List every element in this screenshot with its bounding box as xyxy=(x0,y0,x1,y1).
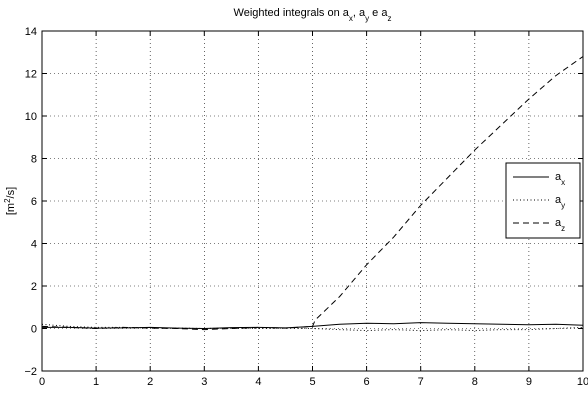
y-tick-label: 0 xyxy=(31,324,37,336)
legend-label: az xyxy=(555,217,565,233)
x-tick-label: 8 xyxy=(472,376,478,388)
x-tick-label: 0 xyxy=(39,376,45,388)
x-tick-label: 6 xyxy=(364,376,370,388)
x-tick-label: 3 xyxy=(201,376,207,388)
x-tick-label: 1 xyxy=(93,376,99,388)
series-lines xyxy=(41,56,584,332)
legend-label: ax xyxy=(555,171,565,187)
x-tick-label: 7 xyxy=(418,376,424,388)
legend-label: ay xyxy=(555,194,565,210)
series-az xyxy=(41,56,584,331)
y-tick-label: 14 xyxy=(25,26,37,38)
x-tick-label: 4 xyxy=(255,376,261,388)
x-tick-label: 5 xyxy=(309,376,315,388)
legend-box xyxy=(505,162,581,239)
legend: ax ay az xyxy=(505,162,581,239)
y-tick-label: 6 xyxy=(31,196,37,208)
x-tick-label: 9 xyxy=(526,376,532,388)
y-tick-label: 4 xyxy=(31,239,37,251)
gridlines xyxy=(42,31,583,371)
x-tick-label: 10 xyxy=(577,376,588,388)
y-tick-label: 8 xyxy=(31,154,37,166)
chart-title: Weighted integrals on ax, ay e az xyxy=(234,7,392,23)
y-axis-label: [m2/s] xyxy=(3,187,18,215)
y-tick-label: 2 xyxy=(31,281,37,293)
y-tick-label: 12 xyxy=(25,69,37,81)
y-tick-label: −2 xyxy=(24,366,37,378)
x-tick-label: 2 xyxy=(147,376,153,388)
y-tick-label: 10 xyxy=(25,111,37,123)
